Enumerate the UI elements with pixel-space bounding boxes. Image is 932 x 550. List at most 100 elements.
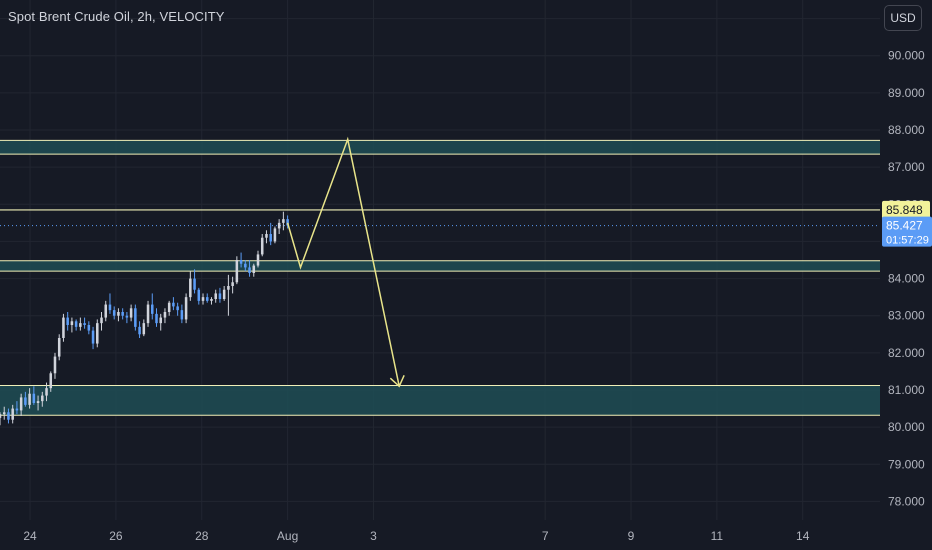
price-tick-label: 79.000 <box>888 457 925 471</box>
currency-button[interactable]: USD <box>884 5 922 31</box>
price-tick-label: 88.000 <box>888 123 925 137</box>
candle-body <box>218 293 222 299</box>
candle-body <box>163 312 167 318</box>
candle-body <box>62 317 65 338</box>
candle-body <box>180 310 184 320</box>
candle-body <box>2 412 6 415</box>
candle-body <box>19 397 23 411</box>
candle-body <box>53 356 57 374</box>
time-axis-background <box>0 520 932 550</box>
candle-body <box>41 395 44 402</box>
price-axis[interactable]: 78.000 79.000 80.000 81.000 82.000 83.000 84.0… <box>880 0 932 550</box>
candle-body <box>15 408 19 411</box>
candle-body <box>121 312 124 316</box>
candle-body <box>214 293 217 299</box>
time-tick-label: 3 <box>370 529 377 543</box>
candle-body <box>159 317 162 324</box>
candle-body <box>205 297 209 301</box>
projection-line <box>286 136 400 387</box>
candle-body <box>91 330 95 344</box>
price-tick-label: 84.000 <box>888 272 925 286</box>
time-axis[interactable]: 24 26 28 Aug 3 7 9 11 14 <box>0 520 932 550</box>
candle-body <box>96 323 99 344</box>
price-tick-label: 81.000 <box>888 383 925 397</box>
candle-body <box>277 222 281 229</box>
candle-body <box>134 308 137 327</box>
candle-body <box>269 234 272 242</box>
candle-body <box>193 278 196 290</box>
time-tick-label: 9 <box>628 529 635 543</box>
candle-body <box>252 265 256 273</box>
price-axis-background <box>880 0 932 550</box>
candle-body <box>70 321 74 325</box>
time-tick-label: Aug <box>277 529 298 543</box>
candle-body <box>0 414 2 418</box>
level-price-tag <box>882 200 930 219</box>
zone-fill <box>0 385 880 416</box>
candle-body <box>222 289 226 299</box>
candle-body <box>248 267 251 273</box>
candle-body <box>184 297 188 320</box>
price-tick-label: 90.000 <box>888 49 925 63</box>
candle-body <box>117 312 120 316</box>
candle-body <box>146 304 150 324</box>
horizontal-levels <box>0 209 880 227</box>
candle-body <box>100 317 103 324</box>
level-price-text: 85.848 <box>886 203 923 217</box>
candle-body <box>244 263 247 268</box>
price-tick-label: 78.000 <box>888 494 925 508</box>
projection-arrowhead <box>389 375 405 388</box>
candle-body <box>87 325 91 331</box>
current-price-tag <box>882 216 932 247</box>
candle-body <box>32 393 36 403</box>
zone-fill <box>0 260 880 272</box>
candle-body <box>36 401 40 403</box>
price-tick-label: 83.000 <box>888 309 925 323</box>
candle-body <box>286 219 289 226</box>
current-price-text: 85.427 <box>886 219 923 233</box>
candle-body <box>125 315 129 318</box>
candle-body <box>227 286 230 290</box>
candle-body <box>83 323 86 325</box>
candle-body <box>201 297 205 301</box>
candle-body <box>66 317 69 325</box>
candle-body <box>231 282 234 286</box>
projection-path <box>286 136 405 388</box>
candle-body <box>189 278 192 298</box>
candle-body <box>57 338 61 357</box>
candles <box>0 211 289 426</box>
candle-body <box>260 237 264 255</box>
candle-body <box>265 234 268 238</box>
price-tick-label: 82.000 <box>888 346 925 360</box>
candle-body <box>129 308 133 318</box>
time-tick-label: 7 <box>542 529 549 543</box>
candle-body <box>74 321 78 327</box>
candle-body <box>176 306 179 311</box>
time-tick-label: 14 <box>796 529 810 543</box>
candle-body <box>239 260 243 264</box>
candle-body <box>197 289 201 301</box>
candle-body <box>142 323 146 335</box>
candle-body <box>7 412 10 420</box>
price-tick-label: 89.000 <box>888 86 925 100</box>
chart-title: Spot Brent Crude Oil, 2h, VELOCITY <box>8 9 225 24</box>
time-tick-label: 11 <box>711 529 724 543</box>
time-tick-label: 28 <box>195 529 209 543</box>
candle-body <box>108 304 112 311</box>
candle-body <box>138 326 141 335</box>
candle-body <box>155 313 158 324</box>
candle-body <box>150 304 154 314</box>
candle-body <box>235 260 239 283</box>
candle-body <box>11 408 14 420</box>
countdown-text: 01:57:29 <box>886 235 929 247</box>
candle-body <box>104 304 108 318</box>
candle-body <box>24 397 27 405</box>
candle-body <box>49 373 53 389</box>
zones <box>0 139 880 416</box>
price-tick-label: 80.000 <box>888 420 925 434</box>
candle-body <box>167 302 171 312</box>
candle-body <box>273 228 277 242</box>
candle-body <box>256 254 260 266</box>
